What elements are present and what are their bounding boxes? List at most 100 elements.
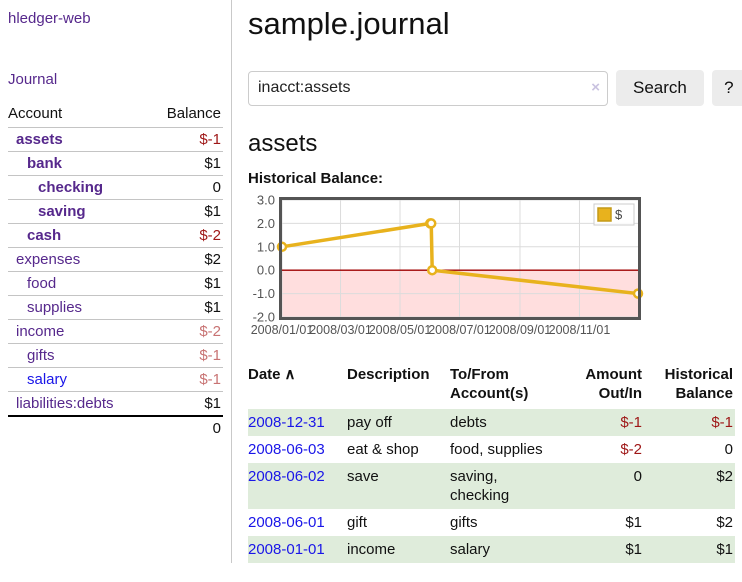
register-table: Date ∧ Description To/From Account(s) Amount…: [248, 363, 735, 563]
nav-journal-link[interactable]: Journal: [8, 71, 58, 88]
account-link-assets[interactable]: assets: [16, 131, 63, 148]
transaction-amount: $1: [625, 514, 642, 531]
account-row: expenses $2: [8, 247, 223, 272]
x-tick-label: 2008/01/01: [251, 323, 314, 337]
transaction-description: pay off: [347, 414, 392, 431]
account-row: bank $1: [8, 151, 223, 176]
x-tick-label: 2008/09/01: [489, 323, 552, 337]
transaction-date-link[interactable]: 2008-12-31: [248, 414, 325, 431]
account-row: liabilities:debts $1: [8, 391, 223, 416]
account-row: cash $-2: [8, 223, 223, 248]
y-tick-label: 1.0: [257, 239, 275, 254]
x-tick-label: 2008/05/01: [369, 323, 432, 337]
clear-search-icon[interactable]: ×: [591, 78, 600, 96]
transaction-date-link[interactable]: 2008-06-02: [248, 468, 325, 485]
transaction-balance: $2: [716, 468, 733, 485]
account-link-liabilities-debts[interactable]: liabilities:debts: [16, 395, 114, 412]
historical-balance-chart-svg: $3.0 2.0 1.0 0.0 -1.0 -2.02008/01/012008/03/0…: [251, 193, 644, 337]
legend-swatch: [597, 207, 612, 222]
search-button[interactable]: Search: [616, 70, 704, 106]
transaction-accounts: salary: [450, 541, 491, 558]
account-link-food[interactable]: food: [27, 275, 57, 292]
register-col-amount[interactable]: Amount Out/In: [585, 366, 642, 402]
accounts-header-balance: Balance: [166, 105, 221, 122]
accounts-header-account: Account: [8, 105, 63, 122]
transaction-date-link[interactable]: 2008-06-01: [248, 514, 325, 531]
transaction-accounts: gifts: [450, 514, 478, 531]
register-row: 2008-06-03 eat & shop food, supplies $-2 0: [248, 436, 735, 463]
x-tick-label: 2008/07/01: [428, 323, 491, 337]
transaction-accounts: saving, checking: [450, 468, 510, 504]
main-content: sample.journal × Search ? assets Histori…: [232, 0, 742, 563]
accounts-total-value: 0: [149, 415, 223, 440]
transaction-description: save: [347, 468, 379, 485]
account-balance: $-1: [149, 127, 223, 152]
data-point-marker: [425, 218, 437, 229]
x-tick-label: 2008/11/01: [549, 323, 611, 337]
accounts-table: Account Balance assets $-1 bank $1 checking 0…: [8, 102, 223, 440]
account-row: income $-2: [8, 319, 223, 344]
accounts-total-row: 0: [8, 415, 223, 440]
search-form: × Search ?: [248, 70, 742, 106]
page-layout: hledger-web Journal Account Balance asse…: [8, 0, 742, 563]
account-link-expenses[interactable]: expenses: [16, 251, 81, 268]
account-link-supplies[interactable]: supplies: [27, 299, 83, 316]
account-link-gifts[interactable]: gifts: [27, 347, 55, 364]
search-input[interactable]: [248, 70, 608, 106]
transaction-balance: $2: [716, 514, 733, 531]
account-row: food $1: [8, 271, 223, 296]
transaction-description: eat & shop: [347, 441, 419, 458]
help-button[interactable]: ?: [711, 70, 742, 106]
y-tick-label: 2.0: [257, 216, 275, 231]
account-balance: $1: [149, 391, 223, 416]
page-title: sample.journal: [248, 6, 450, 41]
register-col-description[interactable]: Description: [347, 366, 430, 383]
transaction-description: income: [347, 541, 396, 558]
transaction-date-link[interactable]: 2008-01-01: [248, 541, 325, 558]
account-balance: $-1: [149, 343, 223, 368]
account-row: saving $1: [8, 199, 223, 224]
transaction-amount: $1: [625, 541, 642, 558]
register-col-date[interactable]: Date ∧: [248, 366, 296, 383]
account-balance: $1: [149, 199, 223, 224]
y-tick-label: 3.0: [257, 195, 275, 208]
transaction-balance: $1: [716, 541, 733, 558]
account-heading: assets: [248, 130, 318, 157]
plot-border: [279, 197, 641, 320]
account-row: supplies $1: [8, 295, 223, 320]
account-balance: $-2: [149, 223, 223, 248]
y-tick-label: 0.0: [257, 263, 275, 278]
historical-balance-chart: $3.0 2.0 1.0 0.0 -1.0 -2.0 2008/01/01 2008/03/0…: [248, 193, 742, 349]
chart-title: Historical Balance:: [248, 170, 384, 187]
transaction-amount: 0: [633, 468, 642, 485]
account-balance: $1: [149, 151, 223, 176]
x-tick-label: 2008/03/01: [309, 323, 372, 337]
account-balance: 0: [149, 175, 223, 200]
account-row: gifts $-1: [8, 343, 223, 368]
account-link-bank[interactable]: bank: [27, 155, 63, 172]
transaction-description: gift: [347, 514, 368, 531]
register-header-row: Date ∧ Description To/From Account(s) Amount…: [248, 363, 735, 409]
app-title-link[interactable]: hledger-web: [8, 10, 91, 27]
transaction-accounts: food, supplies: [450, 441, 543, 458]
account-row: salary $-1: [8, 367, 223, 392]
account-balance: $1: [149, 295, 223, 320]
register-col-to[interactable]: To/From Account(s): [450, 366, 529, 402]
sort-asc-icon: ∧: [284, 366, 296, 383]
account-link-cash[interactable]: cash: [27, 227, 62, 244]
account-link-saving[interactable]: saving: [38, 203, 86, 220]
account-link-checking[interactable]: checking: [38, 179, 104, 196]
transaction-date-link[interactable]: 2008-06-03: [248, 441, 325, 458]
account-link-salary[interactable]: salary: [27, 371, 68, 388]
register-row: 2008-06-02 save saving, checking 0 $2: [248, 463, 735, 509]
y-tick-label: -2.0: [253, 310, 275, 325]
register-col-historical[interactable]: Historical Balance: [664, 366, 733, 402]
transaction-balance: $-1: [711, 414, 733, 431]
account-balance: $-1: [149, 367, 223, 392]
search-box: ×: [248, 70, 608, 106]
account-balance: $1: [149, 271, 223, 296]
account-row: checking 0: [8, 175, 223, 200]
transaction-amount: $-2: [620, 441, 642, 458]
account-link-income[interactable]: income: [16, 323, 65, 340]
transaction-accounts: debts: [450, 414, 487, 431]
